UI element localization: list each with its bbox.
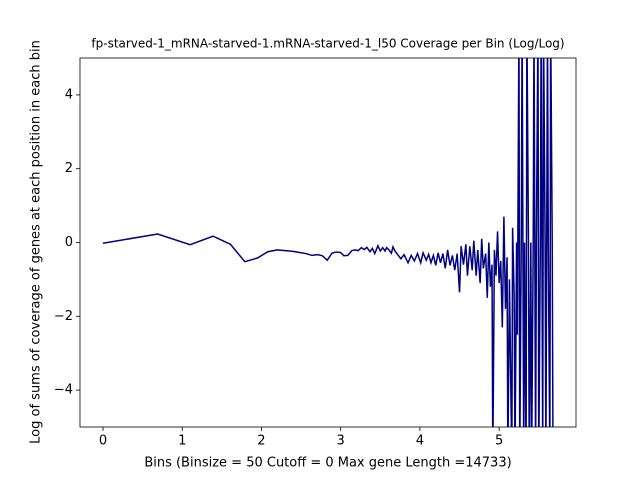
y-axis-label: Log of sums of coverage of genes at each… [29,40,44,444]
y-tick-label: 4 [65,87,73,102]
chart-title: fp-starved-1_mRNA-starved-1.mRNA-starved… [91,37,564,51]
y-tick-label: 2 [65,161,73,176]
y-tick-label: 0 [65,235,73,250]
y-tick-label: −4 [54,383,73,398]
plot-frame [79,57,577,428]
y-tick-label: −2 [54,309,73,324]
data-line [102,58,554,427]
x-axis-label: Bins (Binsize = 50 Cutoff = 0 Max gene L… [144,456,511,471]
x-tick-label: 3 [337,434,345,449]
x-tick-label: 2 [257,434,265,449]
x-tick-label: 1 [178,434,186,449]
x-tick-label: 5 [495,434,503,449]
x-tick-label: 0 [99,434,107,449]
x-tick-label: 4 [416,434,424,449]
